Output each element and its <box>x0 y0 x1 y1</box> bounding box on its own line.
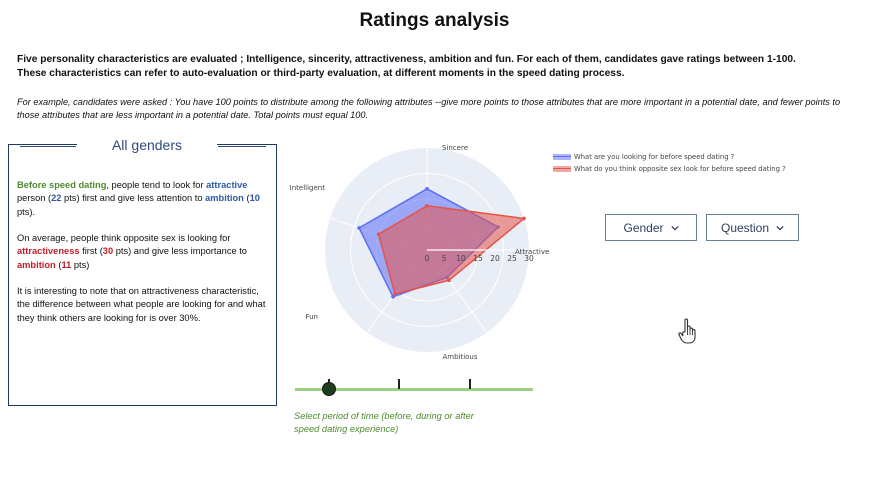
intro-line-1: Five personality characteristics are eva… <box>17 54 796 65</box>
summary-panel: All genders Before speed dating, people … <box>8 137 277 406</box>
radar-point <box>393 292 397 296</box>
radar-point <box>522 216 526 221</box>
legend-item-series-1[interactable]: What are you looking for before speed da… <box>553 151 853 163</box>
summary-paragraph-1: Before speed dating, people tend to look… <box>17 180 260 217</box>
slider-tick-after[interactable] <box>469 379 471 389</box>
radar-axis-label: Fun <box>305 313 318 321</box>
legend-label-1: What are you looking for before speed da… <box>574 153 735 161</box>
radar-axis-label: Sincere <box>442 144 468 152</box>
panel-title-rule-right <box>218 146 266 147</box>
page-title: Ratings analysis <box>359 10 510 31</box>
intro-text: Five personality characteristics are eva… <box>17 53 847 81</box>
slider-handle[interactable] <box>322 382 336 396</box>
radial-tick-label: 0 <box>425 254 430 263</box>
slider-tick-during[interactable] <box>398 379 400 389</box>
question-dropdown[interactable]: Question <box>706 214 799 241</box>
radar-axis-label: Ambitious <box>442 353 477 361</box>
radial-tick-label: 5 <box>442 254 447 263</box>
summary-paragraph-2: On average, people think opposite sex is… <box>17 233 247 270</box>
radial-tick-label: 10 <box>456 254 466 263</box>
question-dropdown-label: Question <box>720 220 770 235</box>
gender-dropdown-label: Gender <box>623 220 664 235</box>
example-text: For example, candidates were asked : You… <box>17 97 841 120</box>
chevron-down-icon <box>670 225 679 230</box>
radar-axis-label: Intelligent <box>290 184 326 192</box>
radial-tick-label: 15 <box>473 254 483 263</box>
time-period-slider[interactable] <box>292 374 536 404</box>
panel-title: All genders <box>77 137 217 153</box>
panel-title-rule-left <box>20 146 76 147</box>
legend-label-2: What do you think opposite sex look for … <box>574 165 786 173</box>
intro-line-2: These characteristics can refer to auto-… <box>17 68 625 79</box>
radar-point <box>376 232 381 237</box>
slider-caption: Select period of time (before, during or… <box>294 410 524 436</box>
legend-item-series-2[interactable]: What do you think opposite sex look for … <box>553 163 853 175</box>
radial-tick-label: 30 <box>524 254 534 263</box>
radar-point <box>447 278 451 283</box>
radar-point <box>425 204 429 208</box>
radar-chart: 0 5 10 15 20 25 30 Sincere Attractive Ambitious Fu… <box>290 144 550 361</box>
radar-point <box>425 187 429 191</box>
legend-swatch-2 <box>553 166 571 172</box>
radial-tick-label: 25 <box>507 254 517 263</box>
chevron-down-icon <box>776 225 784 230</box>
gender-dropdown[interactable]: Gender <box>605 214 697 241</box>
radar-axis-label: Attractive <box>515 248 549 256</box>
slider-caption-line-1: Select period of time (before, during or… <box>294 411 474 421</box>
slider-caption-line-2: speed dating experience) <box>294 424 399 434</box>
radial-tick-label: 20 <box>490 254 500 263</box>
legend-swatch-1 <box>553 154 571 160</box>
hand-pointer-icon <box>678 318 696 344</box>
radar-point <box>391 294 395 299</box>
chart-legend: What are you looking for before speed da… <box>553 151 853 175</box>
radar-point <box>357 226 361 230</box>
summary-paragraph-3: It is interesting to note that on attrac… <box>17 286 266 323</box>
slider-track[interactable] <box>295 388 533 391</box>
